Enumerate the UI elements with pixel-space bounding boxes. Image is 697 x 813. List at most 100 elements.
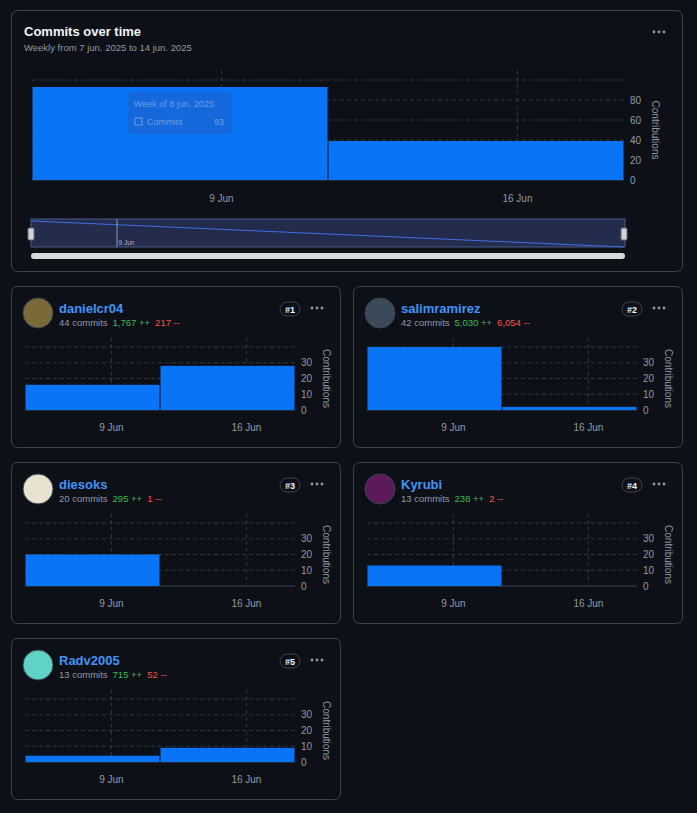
title: Commits over time	[24, 24, 141, 39]
y-tick-label: 20	[301, 725, 313, 736]
tooltip-swatch	[135, 118, 142, 125]
menu-button[interactable]	[653, 483, 666, 486]
x-tick-label: 9 Jun	[209, 193, 233, 204]
grid-line	[25, 746, 295, 747]
y-tick-label: 80	[630, 95, 642, 106]
brush-tick	[117, 219, 118, 247]
username[interactable]: Kyrubi	[401, 477, 442, 492]
bar	[503, 586, 637, 587]
tooltip-value: 93	[214, 117, 224, 127]
y-tick-label: 30	[643, 533, 655, 544]
username[interactable]: danielcr04	[59, 301, 124, 316]
x-tick-label: 16 Jun	[573, 598, 603, 609]
stat: 52 --	[147, 669, 167, 680]
menu-dot	[663, 483, 666, 486]
x-tick-label: 16 Jun	[573, 422, 603, 433]
x-tick-label: 9 Jun	[441, 422, 465, 433]
menu-dot	[653, 483, 656, 486]
y-tick-label: 30	[301, 357, 313, 368]
stats: 42 commits5,030 ++6,054 --	[401, 317, 530, 328]
grid-line-x	[588, 337, 589, 410]
grid-line-x	[246, 513, 247, 586]
y-tick-label: 10	[301, 389, 313, 400]
stat: 238 ++	[455, 493, 485, 504]
bar	[26, 756, 160, 762]
avatar	[23, 650, 53, 680]
card-frame	[12, 463, 341, 624]
menu-button[interactable]	[311, 659, 324, 662]
menu-button[interactable]	[653, 307, 666, 310]
stat: 217 --	[155, 317, 180, 328]
tooltip-box	[128, 92, 232, 134]
menu-dot	[311, 307, 314, 310]
brush-handle[interactable]	[28, 228, 34, 240]
grid-line	[367, 538, 637, 539]
tooltip: Week of 8 jun. 2025Commits93	[128, 92, 232, 134]
menu-button[interactable]	[311, 483, 324, 486]
x-tick-label: 16 Jun	[231, 422, 261, 433]
grid-line-x	[588, 513, 589, 586]
axis-top	[25, 699, 295, 700]
grid-line	[367, 554, 637, 555]
stat: 13 commits	[59, 669, 108, 680]
menu-dot	[653, 307, 656, 310]
rank: #2	[627, 305, 637, 315]
y-tick-label: 0	[301, 581, 307, 592]
menu-dot	[316, 307, 319, 310]
y-tick-label: 20	[630, 155, 642, 166]
grid-line	[25, 730, 295, 731]
contributor-card: danielcr0444 commits1,767 ++217 --#19 Ju…	[12, 287, 341, 448]
menu-dot	[653, 31, 656, 34]
scrollbar[interactable]	[31, 253, 625, 259]
y-tick-label: 30	[643, 357, 655, 368]
stats: 13 commits238 ++2 --	[401, 493, 503, 504]
x-tick-label: 9 Jun	[99, 774, 123, 785]
menu-dot	[321, 659, 324, 662]
avatar	[23, 298, 53, 328]
rank-badge	[622, 478, 642, 492]
y-tick-label: 20	[643, 373, 655, 384]
plot	[25, 337, 295, 410]
avatar	[365, 474, 395, 504]
x-tick-label: 9 Jun	[99, 422, 123, 433]
plot	[25, 689, 295, 762]
brush-handle[interactable]	[621, 228, 627, 240]
username[interactable]: Radv2005	[59, 653, 120, 668]
card-frame	[12, 287, 341, 448]
rank-badge	[280, 478, 300, 492]
plot	[367, 513, 637, 586]
username[interactable]: salimramirez	[401, 301, 481, 316]
bar	[368, 566, 502, 586]
bar	[26, 555, 160, 587]
stat: 13 commits	[401, 493, 450, 504]
rank: #3	[285, 481, 295, 491]
bar	[329, 141, 624, 180]
username[interactable]: diesoks	[59, 477, 107, 492]
avatar	[365, 298, 395, 328]
plot	[25, 513, 295, 586]
stat: 20 commits	[59, 493, 108, 504]
tooltip-title: Week of 8 jun. 2025	[134, 99, 214, 109]
menu-dot	[311, 659, 314, 662]
y-tick-label: 20	[301, 549, 313, 560]
plot	[367, 337, 637, 410]
page: Commits over time Weekly from 7 jun. 2025…	[0, 0, 697, 813]
rank: #1	[285, 305, 295, 315]
menu-button[interactable]	[311, 307, 324, 310]
grid-line-x	[111, 689, 112, 762]
y-tick-label: 20	[301, 373, 313, 384]
stat: 295 ++	[113, 493, 143, 504]
bars	[33, 87, 624, 180]
range-selector[interactable]: 9 Jun	[28, 219, 627, 259]
y-axis-label: Contributions	[663, 349, 674, 408]
axis-top	[367, 523, 637, 524]
bars	[368, 347, 637, 410]
stats: 13 commits715 ++52 --	[59, 669, 167, 680]
stat: 6,054 --	[497, 317, 530, 328]
plot	[32, 70, 624, 180]
menu-button[interactable]	[653, 31, 666, 34]
contributor-card: Kyrubi13 commits238 ++2 --#49 Jun16 Jun0…	[354, 463, 683, 624]
y-tick-label: 10	[643, 389, 655, 400]
menu-dot	[321, 483, 324, 486]
subtitle: Weekly from 7 jun. 2025 to 14 jun. 2025	[24, 42, 192, 53]
